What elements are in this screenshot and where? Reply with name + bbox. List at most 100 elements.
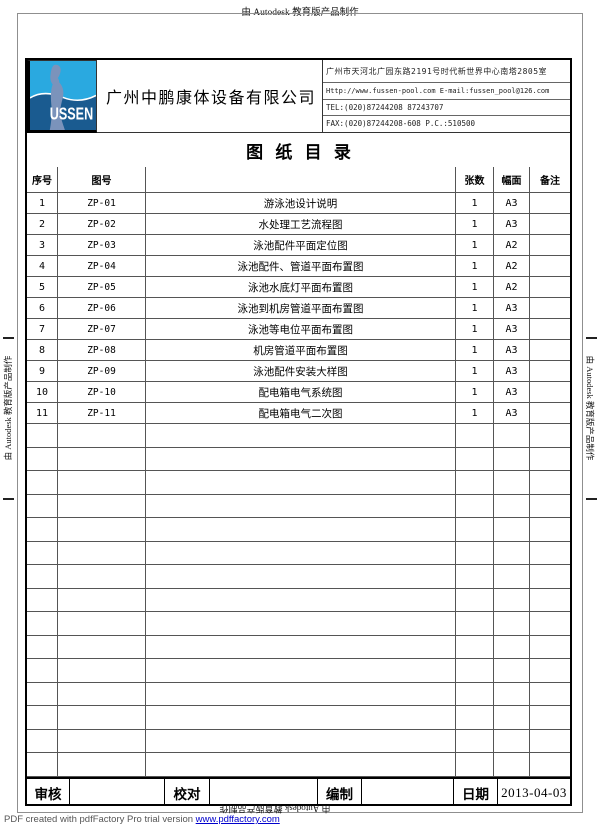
cell-sheets: 1 xyxy=(456,340,494,361)
cell-no xyxy=(27,588,58,613)
table-empty-row xyxy=(27,753,570,777)
cell-name xyxy=(146,729,456,754)
cell-no xyxy=(27,518,58,542)
cell-remarks xyxy=(530,424,570,448)
cell-sheets xyxy=(456,471,494,495)
header-size: 幅面 xyxy=(494,167,530,193)
cell-name xyxy=(146,471,456,495)
cell-name: 泳池到机房管道平面布置图 xyxy=(146,298,456,319)
cell-drawing-no xyxy=(58,612,146,636)
cell-name: 机房管道平面布置图 xyxy=(146,340,456,361)
table-row: 3 ZP-03 泳池配件平面定位图 1 A2 xyxy=(27,235,570,256)
cell-size xyxy=(494,518,530,542)
table-row: 2 ZP-02 水处理工艺流程图 1 A3 xyxy=(27,214,570,235)
cell-name: 泳池配件安装大样图 xyxy=(146,361,456,382)
table-empty-row xyxy=(27,471,570,495)
cell-no xyxy=(27,682,58,707)
cell-sheets xyxy=(456,682,494,707)
cell-size: A3 xyxy=(494,298,530,319)
cell-sheets: 1 xyxy=(456,361,494,382)
edge-tick-mark xyxy=(3,498,14,500)
cell-size xyxy=(494,588,530,613)
compile-value xyxy=(362,779,454,806)
pdf-footer-text: PDF created with pdfFactory Pro trial ve… xyxy=(4,814,196,825)
cell-remarks xyxy=(530,730,570,754)
cell-remarks xyxy=(530,495,570,519)
cell-sheets xyxy=(456,753,494,777)
table-empty-row xyxy=(27,565,570,589)
cell-name: 游泳池设计说明 xyxy=(146,193,456,214)
cell-sheets: 1 xyxy=(456,235,494,256)
cell-no: 6 xyxy=(27,298,58,319)
cell-no: 2 xyxy=(27,214,58,235)
cell-drawing-no xyxy=(58,518,146,542)
swimmer-silhouette-icon xyxy=(49,64,65,130)
cell-no: 10 xyxy=(27,382,58,403)
cell-remarks xyxy=(530,193,570,214)
date-label: 日期 xyxy=(454,779,498,806)
logo-wordmark: USSEN xyxy=(50,103,93,123)
cell-remarks xyxy=(530,361,570,382)
cell-drawing-no xyxy=(58,729,146,754)
cell-name xyxy=(146,659,456,683)
cell-no: 7 xyxy=(27,319,58,340)
cell-sheets xyxy=(456,518,494,542)
cell-drawing-no: ZP-09 xyxy=(58,361,146,382)
cell-no: 3 xyxy=(27,235,58,256)
cell-remarks xyxy=(530,706,570,730)
table-empty-row xyxy=(27,635,570,660)
cell-remarks xyxy=(530,659,570,683)
cell-remarks xyxy=(530,589,570,613)
table-empty-row xyxy=(27,706,570,730)
table-row: 8 ZP-08 机房管道平面布置图 1 A3 xyxy=(27,340,570,361)
cell-name xyxy=(146,753,456,777)
table-header-row: 序号 图号 张数 幅面 备注 xyxy=(27,167,570,193)
signature-bar: 审核 校对 编制 日期 2013-04-03 xyxy=(27,777,570,806)
pdf-factory-footer: PDF created with pdfFactory Pro trial ve… xyxy=(4,814,280,825)
cell-no xyxy=(27,612,58,636)
cell-sheets xyxy=(456,706,494,730)
review-value xyxy=(70,779,165,806)
title-block-header: USSEN 广州中鹏康体设备有限公司 广州市天河北广园东路2191号时代新世界中… xyxy=(27,60,570,133)
cell-drawing-no: ZP-10 xyxy=(58,382,146,403)
cell-no: 9 xyxy=(27,361,58,382)
cell-size xyxy=(494,447,530,472)
contact-address: 广州市天河北广园东路2191号时代新世界中心南塔2805室 xyxy=(323,60,570,83)
pdffactory-link[interactable]: www.pdffactory.com xyxy=(195,814,280,825)
table-empty-row xyxy=(27,494,570,519)
table-row: 5 ZP-05 泳池水底灯平面布置图 1 A2 xyxy=(27,277,570,298)
cell-remarks xyxy=(530,235,570,256)
proof-label: 校对 xyxy=(165,779,210,806)
cell-drawing-no xyxy=(58,447,146,472)
cell-no xyxy=(27,753,58,777)
cell-drawing-no xyxy=(58,706,146,730)
cell-no: 11 xyxy=(27,403,58,424)
cell-name xyxy=(146,565,456,589)
cell-sheets xyxy=(456,447,494,472)
cell-name xyxy=(146,541,456,566)
table-empty-row xyxy=(27,612,570,636)
table-empty-row xyxy=(27,588,570,613)
cell-drawing-no xyxy=(58,541,146,566)
cell-no xyxy=(27,659,58,683)
outer-border xyxy=(17,13,583,813)
cell-name xyxy=(146,494,456,519)
cell-no xyxy=(27,635,58,660)
cell-sheets: 1 xyxy=(456,277,494,298)
cell-size: A3 xyxy=(494,319,530,340)
header-no: 序号 xyxy=(27,167,58,193)
table-row: 10 ZP-10 配电箱电气系统图 1 A3 xyxy=(27,382,570,403)
cell-sheets xyxy=(456,588,494,613)
cell-drawing-no: ZP-02 xyxy=(58,214,146,235)
cell-name: 泳池等电位平面布置图 xyxy=(146,319,456,340)
autodesk-watermark-left: 由 Autodesk 教育版产品制作 xyxy=(3,355,13,461)
cell-drawing-no: ZP-06 xyxy=(58,298,146,319)
table-row: 9 ZP-09 泳池配件安装大样图 1 A3 xyxy=(27,361,570,382)
edge-tick-mark xyxy=(586,498,597,500)
cell-drawing-no: ZP-04 xyxy=(58,256,146,277)
cell-remarks xyxy=(530,753,570,777)
cell-remarks xyxy=(530,471,570,495)
cell-remarks xyxy=(530,298,570,319)
cell-name: 配电箱电气二次图 xyxy=(146,403,456,424)
cell-size xyxy=(494,612,530,636)
